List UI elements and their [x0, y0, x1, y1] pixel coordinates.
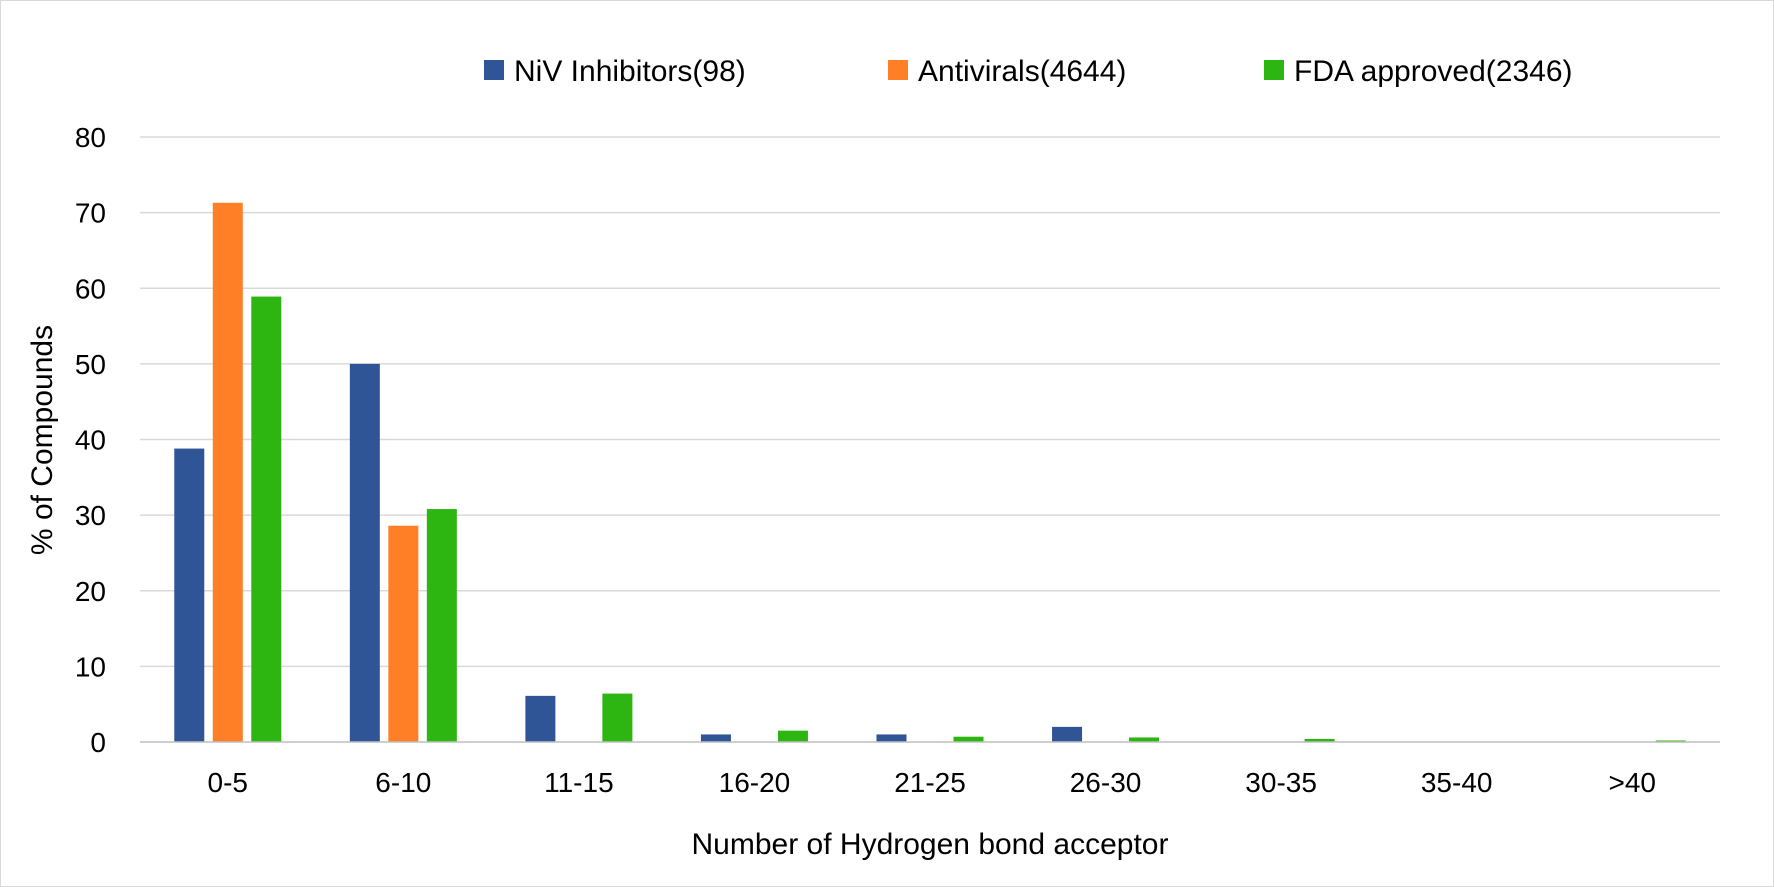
legend: NiV Inhibitors(98) Antivirals(4644) FDA ap…: [484, 55, 1573, 88]
bar: [1655, 740, 1686, 742]
bar: [876, 734, 907, 742]
x-tick-label: 21-25: [894, 767, 966, 798]
bar: [388, 525, 419, 742]
legend-label: Antivirals(4644): [918, 55, 1126, 88]
legend-swatch: [888, 60, 908, 80]
bar: [602, 693, 633, 742]
x-tick-label: 35-40: [1421, 767, 1493, 798]
y-axis-title: % of Compounds: [26, 325, 59, 555]
y-tick-label: 60: [75, 273, 106, 304]
y-tick-label: 70: [75, 198, 106, 229]
y-tick-label: 40: [75, 425, 106, 456]
y-tick-label: 30: [75, 500, 106, 531]
x-tick-label: >40: [1608, 767, 1656, 798]
bars: [174, 202, 1686, 742]
bar: [1052, 726, 1083, 742]
bar: [1304, 738, 1335, 742]
x-tick-label: 6-10: [375, 767, 431, 798]
y-tick-label: 0: [90, 727, 106, 758]
bar: [251, 296, 282, 742]
bar: [426, 509, 457, 742]
x-axis-ticks: 0-5 6-10 11-15 16-20 21-25 26-30 30-35 35-40 >40: [208, 767, 1656, 798]
bar: [212, 202, 243, 742]
x-tick-label: 0-5: [208, 767, 248, 798]
x-axis-title: Number of Hydrogen bond acceptor: [692, 828, 1169, 861]
legend-swatch: [484, 60, 504, 80]
bar: [349, 363, 380, 742]
bar: [700, 734, 731, 742]
bar: [1129, 737, 1160, 742]
bar: [777, 730, 808, 742]
y-tick-label: 20: [75, 576, 106, 607]
legend-label: NiV Inhibitors(98): [514, 55, 746, 88]
bar: [525, 695, 556, 742]
bar: [174, 448, 205, 742]
x-tick-label: 30-35: [1245, 767, 1317, 798]
y-tick-label: 10: [75, 651, 106, 682]
y-axis-ticks: 0 10 20 30 40 50 60 70 80: [75, 122, 106, 758]
y-tick-label: 80: [75, 122, 106, 153]
bar: [953, 736, 984, 742]
x-tick-label: 11-15: [544, 767, 614, 798]
legend-label: FDA approved(2346): [1294, 55, 1573, 88]
y-tick-label: 50: [75, 349, 106, 380]
x-tick-label: 16-20: [719, 767, 791, 798]
x-tick-label: 26-30: [1070, 767, 1142, 798]
legend-swatch: [1264, 60, 1284, 80]
